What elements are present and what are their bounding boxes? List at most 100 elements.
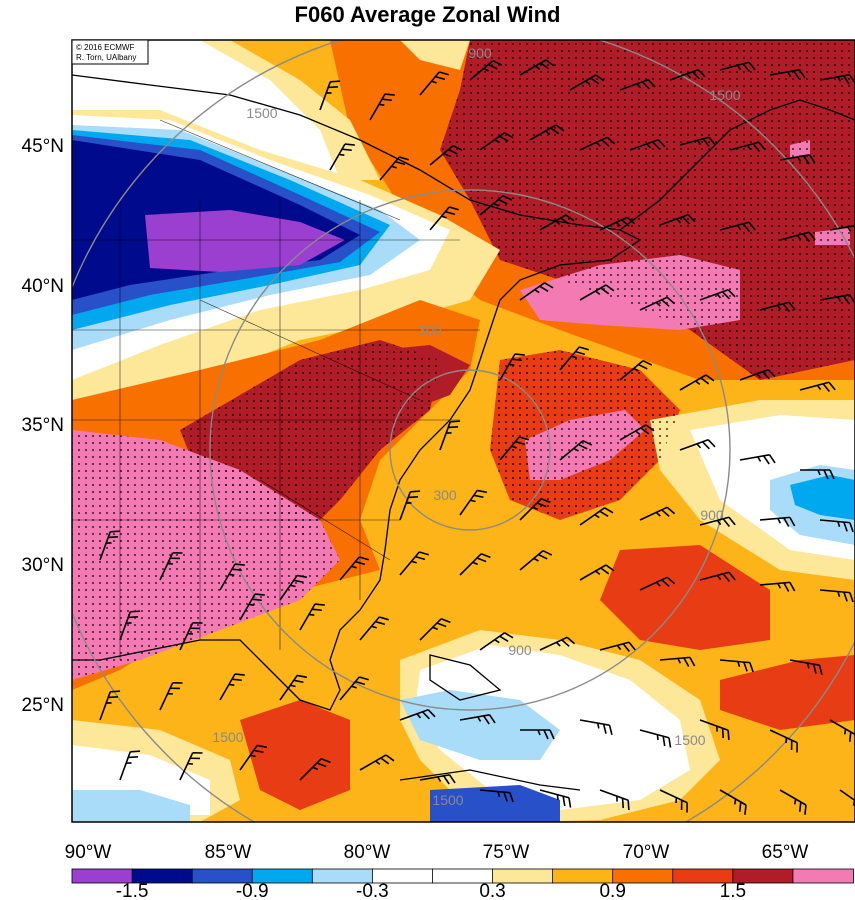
wind-barb	[399, 490, 421, 521]
wind-barb	[559, 439, 593, 461]
wind-barb	[179, 752, 203, 781]
wind-barb	[819, 74, 855, 85]
wind-barb	[479, 132, 514, 151]
wind-barb	[419, 71, 449, 96]
wind-barb	[369, 93, 395, 121]
wind-barb	[599, 641, 636, 652]
wind-barb	[419, 618, 451, 641]
wind-barb	[739, 368, 776, 381]
wind-barb	[819, 294, 855, 305]
wind-barb	[669, 68, 706, 81]
colorbar-label: -0.9	[236, 881, 269, 900]
range-ring-label: 900	[508, 642, 532, 658]
wind-barb	[769, 729, 798, 753]
lat-label: 35°N	[22, 415, 64, 436]
wind-barb	[769, 69, 806, 80]
range-ring-labels: 300 900 900 1500 1500 1500 1500 900 1500 300	[212, 45, 740, 808]
wind-barb	[539, 214, 575, 231]
wind-barb	[479, 632, 514, 651]
wind-barb	[759, 516, 796, 527]
wind-barb	[159, 552, 183, 581]
wind-barb	[499, 436, 529, 461]
colorbar-swatch	[792, 868, 854, 884]
wind-barb	[299, 603, 325, 631]
wind-barb	[599, 216, 636, 231]
wind-barb	[159, 682, 183, 711]
wind-barb	[619, 78, 656, 91]
wind-barb	[699, 288, 736, 301]
chart-title: F060 Average Zonal Wind	[294, 2, 561, 27]
lon-label: 80°W	[344, 842, 391, 863]
wind-barb	[219, 563, 245, 591]
range-ring-label: 900	[700, 507, 724, 523]
wind-barb	[719, 789, 747, 815]
wind-barb	[519, 549, 553, 571]
wind-barb	[779, 231, 816, 242]
wind-barbs	[99, 59, 855, 815]
wind-barb	[529, 124, 565, 141]
range-ring-label: 300	[433, 487, 457, 503]
wind-barb	[459, 489, 488, 516]
wind-barb	[299, 758, 331, 781]
wind-barb	[419, 774, 456, 785]
longitude-labels: 90°W 85°W 80°W 75°W 70°W 65°W	[65, 842, 809, 863]
range-ring-label: 1500	[212, 729, 243, 745]
field-caribbean-lightblue	[400, 690, 560, 760]
wind-barb	[699, 516, 736, 527]
wind-barb	[579, 284, 615, 301]
wind-barb	[629, 138, 666, 151]
field-florida-red	[240, 700, 350, 810]
wind-barb	[579, 507, 614, 526]
wind-barb	[339, 676, 369, 701]
wind-barb	[99, 530, 121, 561]
lon-label: 75°W	[483, 842, 530, 863]
lon-label: 65°W	[762, 842, 809, 863]
wind-barb	[459, 553, 491, 576]
map-area: 300 900 900 1500 1500 1500 1500 900 1500 300	[72, 40, 855, 822]
colorbar-label: 0.3	[479, 881, 505, 900]
wind-barb	[639, 729, 672, 748]
lat-label: 45°N	[22, 136, 64, 157]
wind-barb	[579, 719, 613, 735]
range-ring-label: 900	[468, 45, 492, 61]
map-frame	[71, 39, 855, 823]
wind-barb	[819, 519, 854, 533]
wind-barb	[479, 194, 513, 216]
wind-barb	[479, 789, 514, 803]
wind-barb	[719, 659, 754, 673]
wind-barb	[429, 206, 459, 231]
wind-barb	[429, 144, 463, 166]
colorbar	[71, 868, 854, 884]
wind-barb	[119, 610, 141, 641]
range-ring-label: 1500	[709, 87, 740, 103]
wind-barb	[359, 754, 395, 771]
lat-label: 40°N	[22, 276, 64, 297]
wind-barb	[279, 674, 308, 701]
wind-barb	[659, 789, 688, 813]
wind-barb	[179, 622, 203, 651]
colorbar-label: 1.5	[720, 881, 746, 900]
lat-label: 25°N	[22, 695, 64, 716]
latitude-labels: 45°N 40°N 35°N 30°N 25°N	[22, 136, 64, 716]
wind-barb	[679, 136, 716, 147]
wind-barb	[789, 659, 823, 675]
wind-barb	[539, 636, 576, 651]
wind-barb	[519, 282, 554, 301]
field-caribbean-blue	[430, 785, 560, 822]
wind-barb	[729, 141, 766, 152]
maritime-coast	[619, 99, 855, 231]
wind-barb	[519, 59, 555, 76]
wind-barb	[499, 353, 525, 381]
wind-barb	[119, 750, 141, 781]
wind-barb	[779, 154, 816, 165]
wind-barb	[819, 589, 854, 603]
wind-barb	[699, 571, 736, 582]
wind-barb	[579, 564, 615, 581]
wind-barb	[319, 80, 341, 111]
wind-barb	[639, 296, 676, 311]
wind-barb	[800, 469, 835, 480]
stipple-southeast	[180, 340, 440, 540]
wind-barb	[619, 359, 653, 381]
wind-barb	[739, 454, 776, 465]
